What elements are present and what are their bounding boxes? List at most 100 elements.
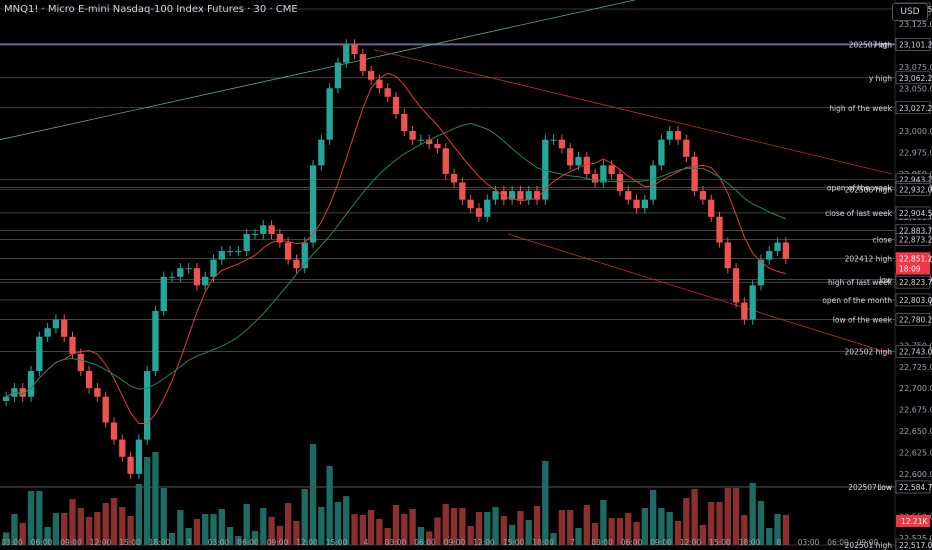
candle-body: [61, 319, 68, 337]
ma-red-line: [5, 72, 786, 425]
time-tick-label: 06:00: [237, 538, 259, 547]
candle-body: [359, 53, 366, 72]
price-tick-label: 23,000.00: [899, 127, 932, 136]
volume-bar: [52, 513, 60, 545]
volume-bar: [741, 515, 748, 545]
candle-body: [243, 233, 250, 252]
candle-body: [285, 242, 292, 260]
volume-bar: [69, 499, 76, 545]
candle-body: [268, 225, 275, 234]
price-level-value: 22,780.25: [899, 315, 932, 324]
candle-body: [44, 328, 51, 337]
volume-bar: [301, 489, 308, 545]
candle-body: [343, 44, 350, 63]
level-label: High: [875, 40, 892, 49]
candle-body: [550, 139, 557, 141]
candle-body: [649, 165, 657, 200]
candle-body: [202, 276, 209, 286]
candle-body: [3, 396, 10, 402]
volume-bar: [591, 523, 599, 545]
candle-body: [782, 242, 789, 259]
candle-body: [666, 131, 673, 140]
volume-bar: [426, 531, 433, 545]
trendline-green: [0, 0, 637, 141]
volume-bar: [94, 512, 101, 545]
currency-button[interactable]: USD: [892, 3, 928, 21]
volume-bar: [102, 503, 109, 545]
volume-bar: [376, 519, 383, 545]
volume-bar: [766, 528, 773, 545]
level-label: high of the week: [829, 104, 892, 113]
candle-body: [27, 371, 35, 397]
candle-body: [558, 139, 566, 149]
volume-bar: [699, 525, 707, 545]
candle-body: [591, 173, 599, 183]
candle-body: [583, 156, 590, 174]
time-tick-label: 18:00: [739, 538, 761, 547]
price-level-value: 23,062.25: [899, 74, 932, 83]
time-tick-label: 09:00: [267, 538, 289, 547]
candle-body: [459, 182, 466, 200]
level-label: high of last week: [828, 278, 893, 287]
volume-bar: [168, 533, 176, 545]
countdown-value: 18:09: [899, 265, 921, 274]
candle-body: [542, 139, 549, 200]
candle-body: [309, 165, 317, 243]
volume-bar: [251, 531, 259, 545]
candle-body: [177, 268, 184, 277]
candle-body: [417, 139, 425, 141]
volume-bar: [459, 508, 466, 545]
candle-body: [409, 131, 416, 140]
volume-bar: [674, 521, 682, 545]
time-tick-label: 12:00: [90, 538, 112, 547]
price-tick-label: 22,625.00: [899, 448, 932, 457]
price-level-value: 22,823.75: [899, 278, 932, 287]
price-tick-label: 22,525.00: [899, 534, 932, 543]
price-level-value: 23,027.25: [899, 104, 932, 113]
candle-body: [766, 251, 773, 260]
candle-body: [85, 371, 93, 389]
level-label: 202501 high: [845, 541, 893, 550]
candle-body: [69, 336, 76, 354]
volume-bar: [467, 526, 474, 545]
candle-body: [392, 96, 400, 114]
volume-bar: [309, 444, 317, 545]
time-tick-label: 18:00: [149, 538, 171, 547]
candle-body: [749, 285, 756, 320]
candle-body: [326, 88, 333, 140]
ma-green-line: [5, 123, 787, 398]
volume-bar: [260, 508, 267, 545]
volume-bar: [318, 507, 325, 545]
volume-bar: [492, 507, 499, 545]
volume-bar: [110, 498, 118, 545]
volume-bar: [293, 521, 300, 545]
volume-bar: [135, 484, 143, 545]
time-tick-label: 09:00: [650, 538, 672, 547]
time-tick-label: 18:00: [532, 538, 554, 547]
candle-body: [152, 311, 159, 372]
candle-body: [633, 199, 640, 209]
volume-bar: [119, 507, 126, 545]
candle-body: [193, 268, 201, 286]
volume-bar: [517, 511, 524, 545]
time-tick-label: 4: [364, 538, 369, 547]
candle-body: [384, 88, 391, 97]
level-label: y high: [869, 74, 892, 83]
candle-body: [492, 191, 499, 200]
volume-badge: [896, 515, 930, 527]
candle-body: [575, 156, 582, 166]
volume-bar: [226, 527, 234, 545]
price-level-value: 22,943.25: [899, 176, 932, 185]
price-tick-label: 22,725.00: [899, 363, 932, 372]
price-tick-label: 23,050.00: [899, 84, 932, 93]
candle-body: [119, 439, 126, 457]
time-tick-label: 03:00: [591, 538, 613, 547]
price-tick-label: 22,650.00: [899, 427, 932, 436]
channel-upper: [373, 49, 893, 175]
price-tick-label: 22,700.00: [899, 384, 932, 393]
candle-body: [19, 388, 26, 397]
candle-body: [757, 259, 765, 286]
candle-body: [691, 156, 698, 192]
volume-bar: [450, 508, 458, 545]
